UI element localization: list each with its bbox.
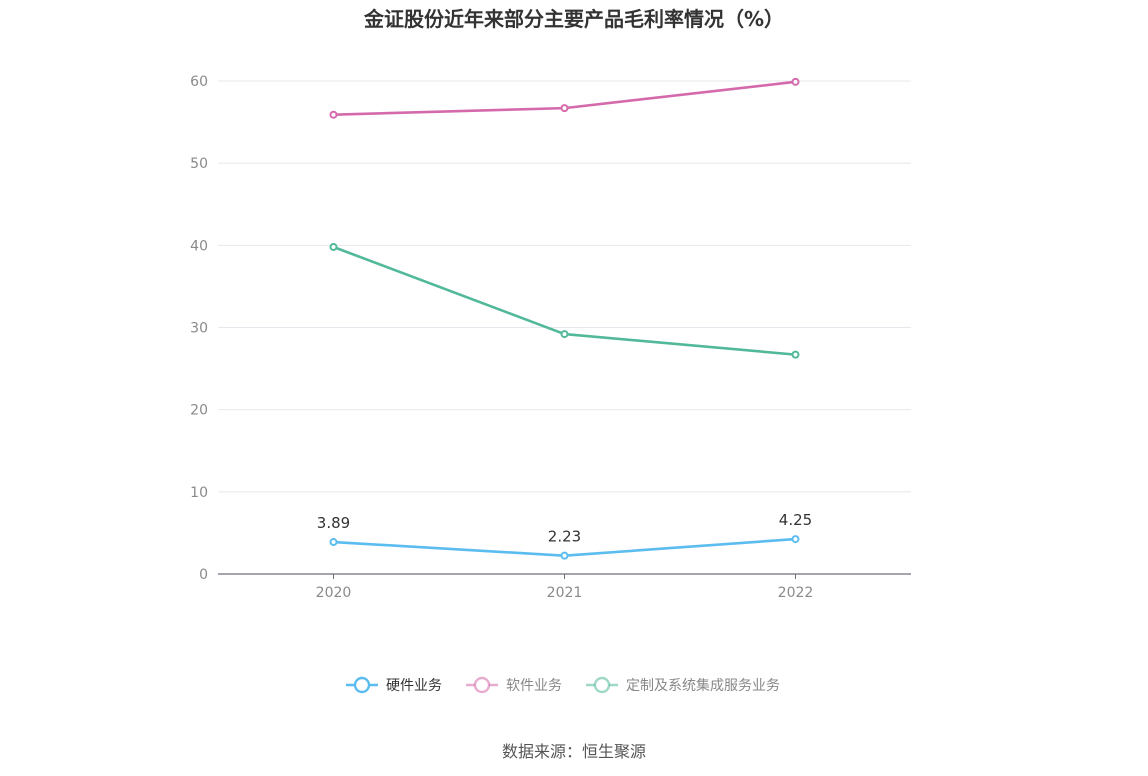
- y-tick-label: 50: [190, 156, 208, 172]
- legend-marker-icon: [593, 676, 611, 694]
- data-point[interactable]: [560, 330, 569, 339]
- data-point[interactable]: [329, 242, 338, 251]
- data-source: 数据来源：恒生聚源: [502, 742, 646, 761]
- data-point[interactable]: [791, 77, 800, 86]
- y-tick-label: 10: [190, 485, 208, 501]
- x-tick-label: 2020: [316, 585, 352, 601]
- x-tick-label: 2021: [547, 585, 583, 601]
- data-point[interactable]: [560, 104, 569, 113]
- data-point[interactable]: [791, 535, 800, 544]
- series-layer: 3.89 2.23 4.25: [317, 77, 812, 560]
- legend-label: 软件业务: [506, 678, 562, 694]
- data-point[interactable]: [791, 350, 800, 359]
- x-tick-label: 2022: [778, 585, 814, 601]
- y-axis-ticks: 0 10 20 30 40 50 60: [190, 74, 208, 583]
- x-axis-ticks: 2020 2021 2022: [316, 574, 814, 601]
- series-2: [329, 77, 800, 119]
- series-1: 3.89 2.23 4.25: [317, 511, 812, 560]
- legend-item[interactable]: 定制及系统集成服务业务: [586, 676, 780, 694]
- data-point[interactable]: [329, 110, 338, 119]
- chart-title: 金证股份近年来部分主要产品毛利率情况（%）: [363, 7, 784, 31]
- legend-item[interactable]: 软件业务: [466, 676, 562, 694]
- data-point[interactable]: [329, 538, 338, 547]
- series-line: [333, 245, 796, 356]
- y-tick-label: 40: [190, 238, 208, 254]
- y-tick-label: 60: [190, 74, 208, 90]
- data-label: 4.25: [779, 511, 812, 529]
- data-point[interactable]: [560, 551, 569, 560]
- legend-marker-icon: [353, 676, 371, 694]
- legend-marker-icon: [473, 676, 491, 694]
- legend-label: 定制及系统集成服务业务: [626, 677, 780, 694]
- y-tick-label: 30: [190, 321, 208, 337]
- gridlines: [218, 80, 911, 493]
- data-label: 3.89: [317, 514, 350, 532]
- data-label: 2.23: [548, 528, 581, 546]
- series-3: [329, 242, 800, 359]
- y-tick-label: 20: [190, 403, 208, 419]
- legend-label: 硬件业务: [386, 678, 442, 694]
- legend-item[interactable]: 硬件业务: [346, 676, 442, 694]
- legend[interactable]: 硬件业务 软件业务 定制及系统集成服务业务: [346, 676, 780, 694]
- y-tick-label: 0: [199, 567, 208, 583]
